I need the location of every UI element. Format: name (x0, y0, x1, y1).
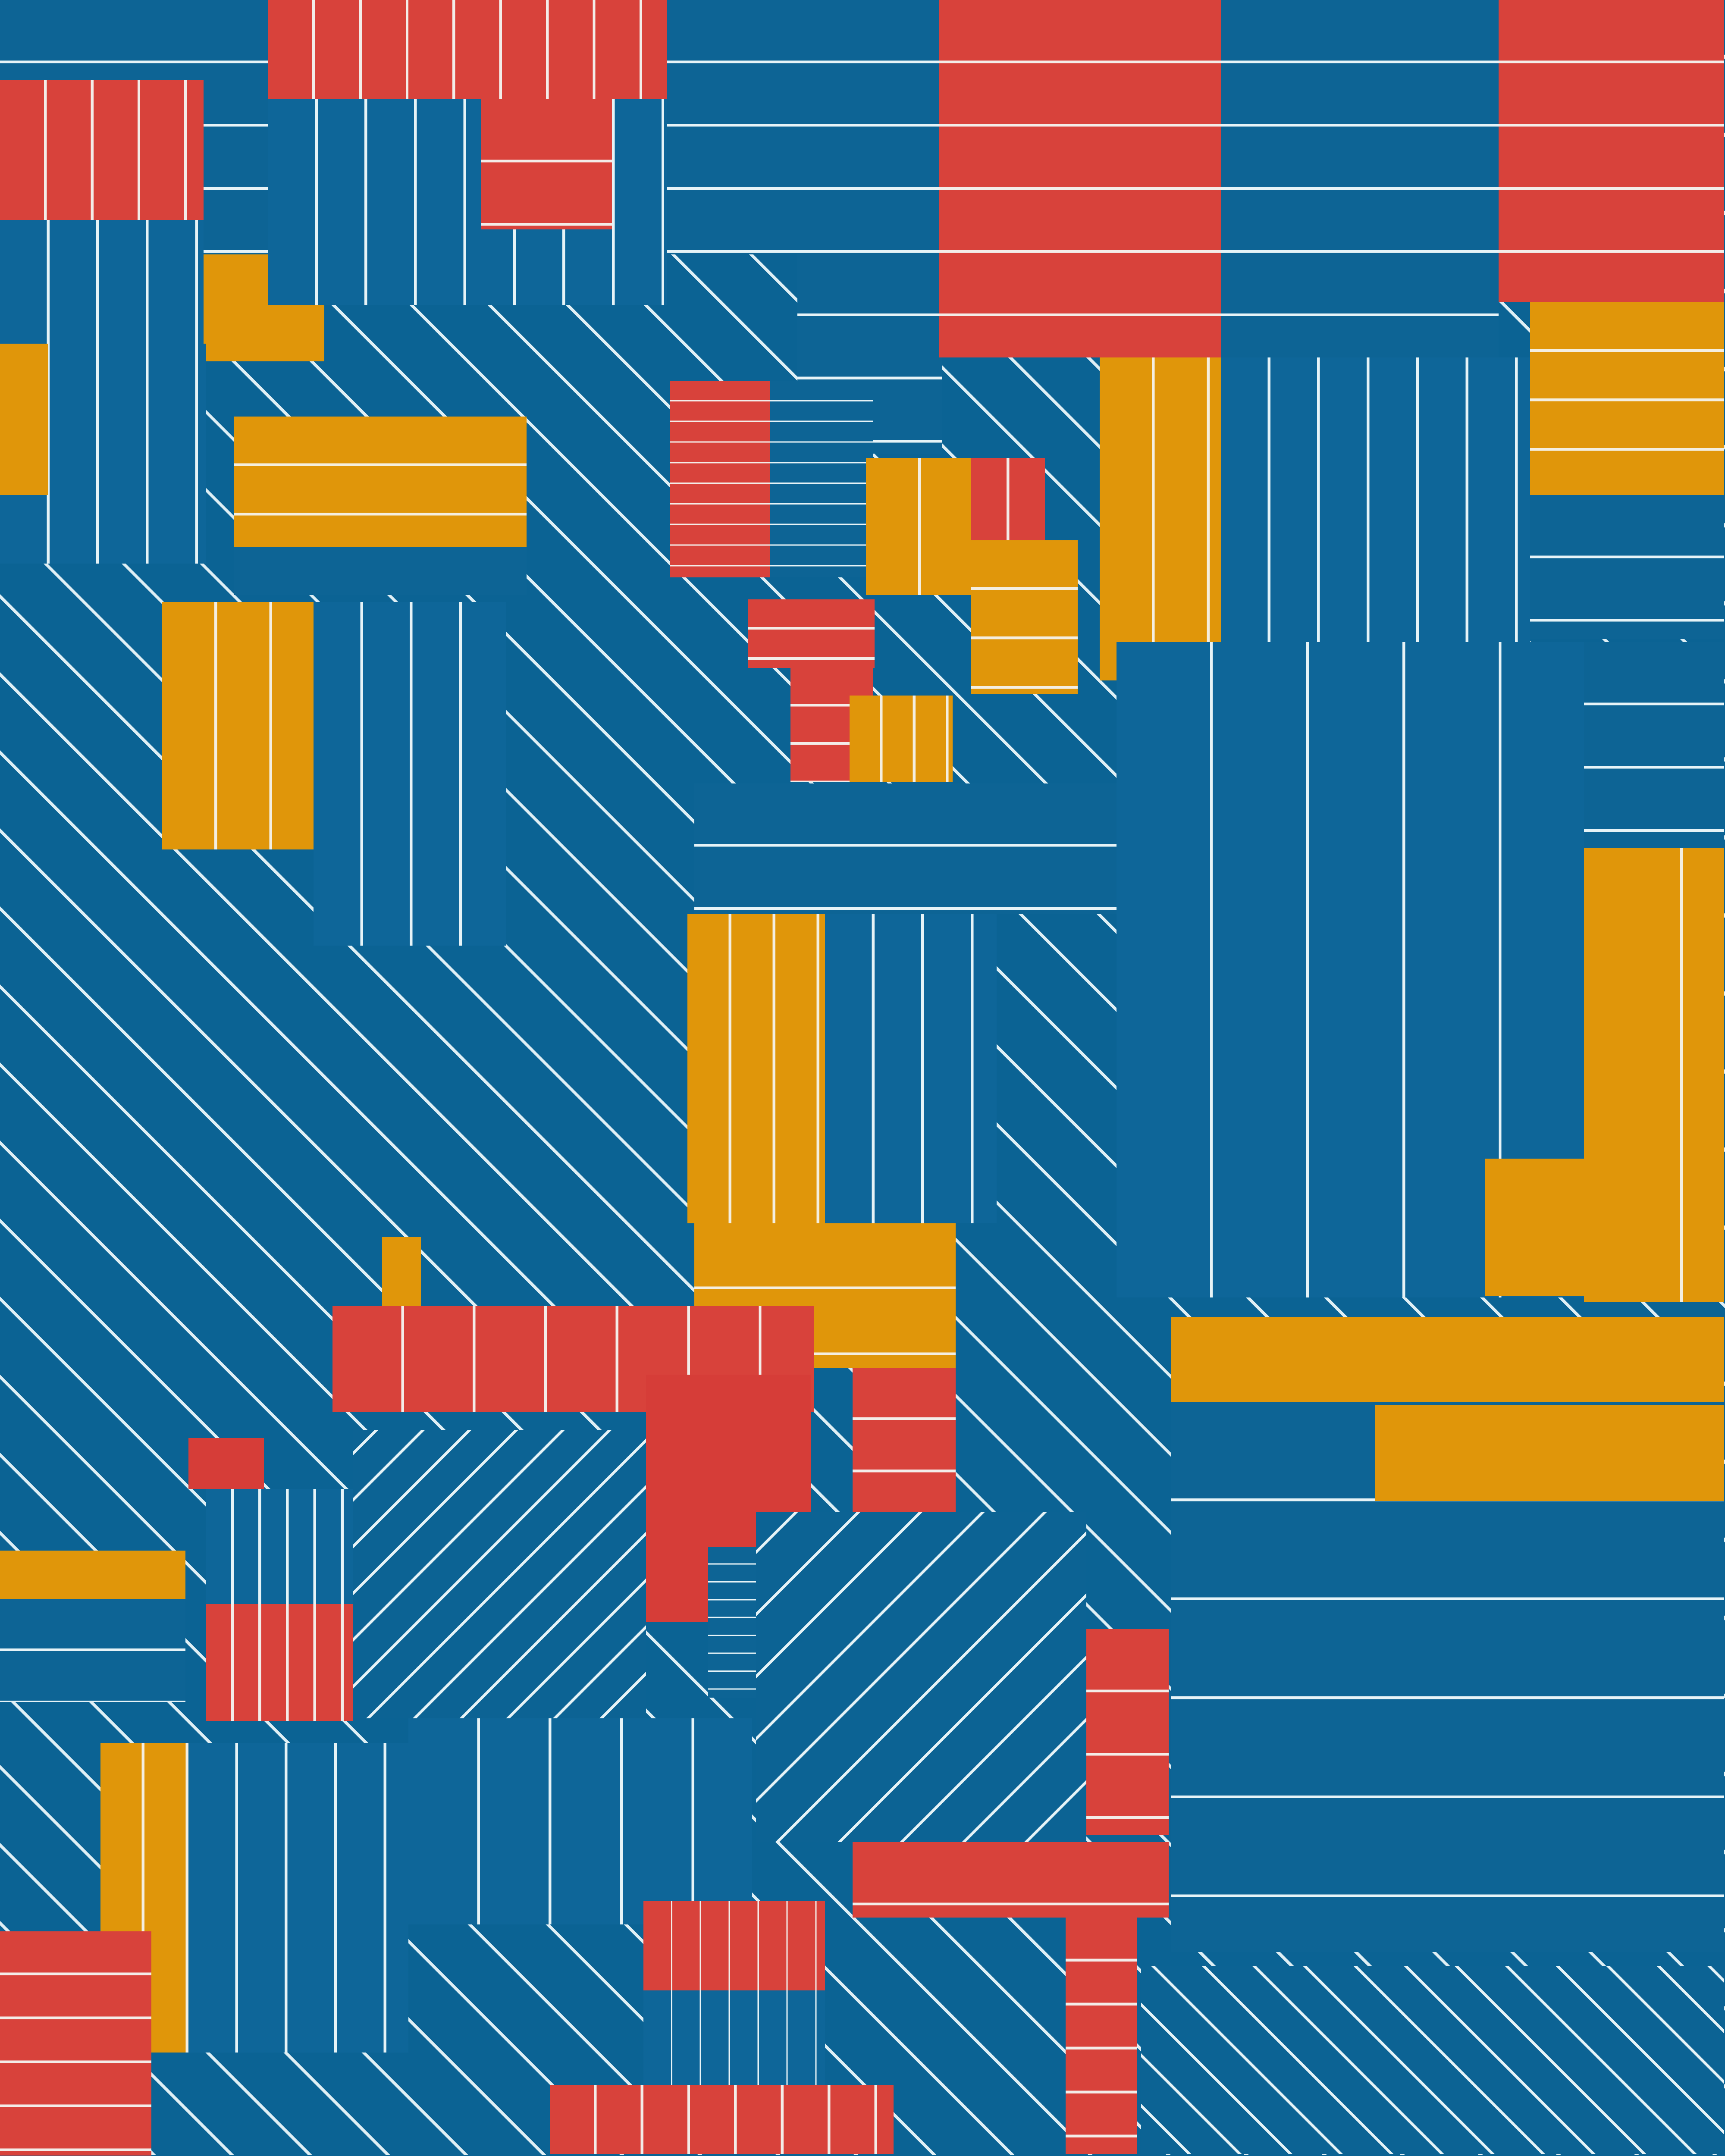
blue-track-patch (188, 1743, 408, 2053)
red-track-patch (1498, 0, 1724, 303)
orange-track-patch (1485, 1159, 1584, 1297)
orange-track-patch (970, 540, 1078, 694)
blue-track-patch (708, 1546, 756, 1698)
red-track-patch (852, 1842, 1169, 1918)
orange-track-patch (0, 1551, 186, 1599)
blue-track-patch (756, 1512, 1086, 1842)
blue-track-patch (797, 0, 942, 454)
orange-track-patch (1171, 1317, 1724, 1402)
blue-track-patch (0, 1598, 186, 1702)
blue-track-patch (206, 1489, 354, 1606)
red-track-patch (852, 1368, 956, 1512)
blue-track-patch (825, 914, 997, 1224)
red-track-patch (0, 1931, 151, 2156)
red-track-patch (669, 381, 773, 577)
orange-track-patch (1375, 1405, 1724, 1501)
blue-track-patch (667, 0, 798, 254)
red-track-patch (206, 1604, 354, 1721)
blue-track-patch (694, 783, 1117, 915)
orange-track-patch (1100, 357, 1224, 681)
blue-track-patch (1220, 357, 1531, 646)
blue-track-patch (1141, 1965, 1724, 2154)
orange-track-patch (233, 416, 527, 547)
orange-track-patch (1530, 302, 1724, 495)
orange-track-patch (382, 1237, 421, 1306)
red-track-patch (1065, 1918, 1137, 2154)
red-track-patch (188, 1438, 264, 1489)
orange-track-patch (1584, 848, 1724, 1302)
red-track-patch (970, 458, 1045, 540)
red-track-patch (748, 599, 875, 668)
blue-track-patch (1584, 642, 1724, 848)
red-track-patch (1086, 1629, 1169, 1835)
red-track-patch (643, 1901, 825, 1991)
blue-track-patch (1220, 0, 1499, 357)
blue-track-patch (313, 602, 506, 946)
orange-track-patch (866, 458, 974, 595)
orange-track-patch (0, 344, 48, 495)
red-track-patch (0, 79, 204, 220)
blue-track-patch (233, 547, 527, 595)
red-track-patch (939, 0, 1221, 357)
orange-track-patch (687, 914, 825, 1224)
blue-track-patch (643, 1990, 825, 2087)
blue-track-patch (408, 1718, 752, 1925)
blue-track-patch (0, 220, 204, 344)
orange-track-patch (850, 696, 953, 782)
blue-track-patch (353, 1429, 646, 1718)
red-track-patch (550, 2085, 894, 2154)
red-track-patch (268, 0, 667, 99)
orange-track-patch (162, 602, 314, 850)
red-track-patch (481, 99, 612, 230)
blue-track-patch (1530, 495, 1724, 639)
blue-track-patch (770, 381, 873, 577)
